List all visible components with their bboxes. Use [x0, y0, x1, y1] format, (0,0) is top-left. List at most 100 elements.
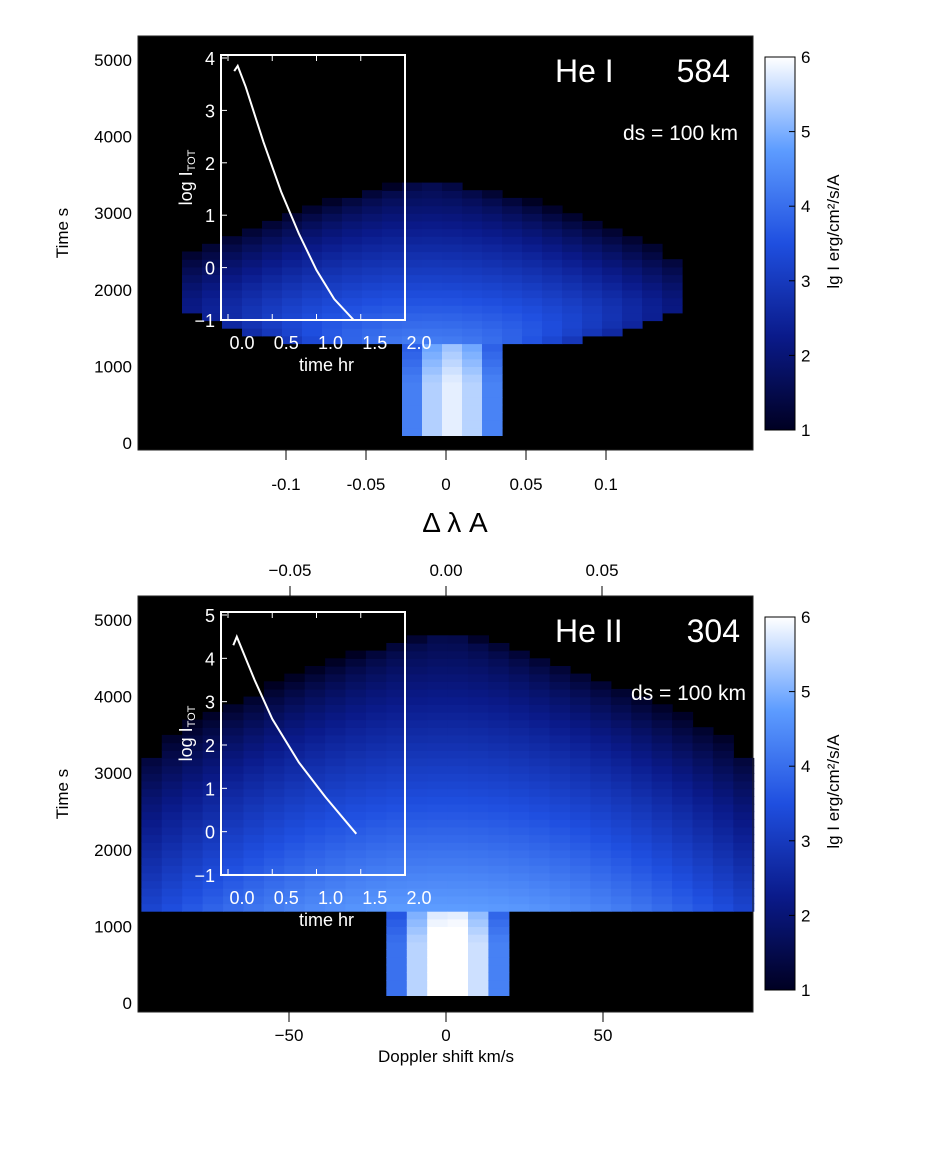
heatmap-cell: [468, 742, 489, 751]
heatmap-cell: [468, 765, 489, 774]
heatmap-cell: [468, 734, 489, 744]
heatmap-cell: [462, 389, 483, 398]
heatmap-cell: [427, 964, 449, 973]
heatmap-cell: [622, 236, 643, 245]
heatmap-cell: [502, 197, 523, 207]
heatmap-cell: [508, 811, 530, 820]
heatmap-cell: [488, 650, 510, 659]
inset-x-tick-label: 1.0: [318, 333, 343, 353]
heatmap-cell: [610, 834, 632, 843]
heatmap-cell: [482, 420, 503, 429]
resolution-annotation: ds = 100 km: [631, 682, 746, 705]
heatmap-cell: [141, 865, 163, 874]
heatmap-cell: [365, 788, 387, 797]
heatmap-cell: [712, 773, 734, 782]
heatmap-cell: [590, 757, 612, 767]
heatmap-cell: [243, 880, 265, 889]
heatmap-cell: [182, 819, 204, 828]
heatmap-cell: [345, 681, 367, 690]
heatmap-cell: [141, 773, 163, 782]
heatmap-cell: [488, 972, 510, 981]
heatmap-cell: [447, 803, 469, 813]
heatmap-cell: [202, 266, 223, 276]
heatmap-cell: [447, 643, 469, 652]
colorbar-tick-label: 4: [801, 757, 810, 776]
heatmap-cell: [462, 328, 483, 337]
heatmap-cell: [427, 704, 449, 713]
heatmap-cell: [442, 289, 463, 299]
heatmap-cell: [549, 681, 571, 690]
heatmap-cell: [304, 895, 326, 905]
heatmap-cell: [672, 888, 694, 897]
heatmap-cell: [202, 251, 223, 260]
heatmap-cell: [442, 328, 463, 337]
heatmap-cell: [651, 711, 673, 721]
heatmap-cell: [284, 719, 306, 728]
heatmap-cell: [522, 335, 543, 345]
heatmap-cell: [582, 312, 603, 322]
heatmap-cell: [712, 734, 734, 744]
heatmap-cell: [733, 842, 755, 851]
heatmap-cell: [202, 834, 224, 843]
heatmap-cell: [529, 757, 551, 767]
heatmap-cell: [222, 305, 243, 314]
heatmap-cell: [243, 788, 265, 797]
heatmap-cell: [582, 220, 603, 230]
heatmap-cell: [488, 811, 510, 820]
heatmap-cell: [468, 727, 489, 736]
heatmap-cell: [362, 305, 383, 314]
heatmap-cell: [345, 880, 367, 889]
heatmap-cell: [447, 796, 469, 805]
heatmap-cell: [342, 197, 363, 207]
heatmap-cell: [482, 358, 503, 367]
heatmap-cell: [692, 857, 714, 866]
heatmap-cell: [427, 742, 449, 751]
heatmap-cell: [365, 826, 387, 836]
heatmap-cell: [602, 297, 623, 306]
heatmap-cell: [488, 980, 510, 989]
heatmap-cell: [549, 842, 571, 851]
heatmap-cell: [508, 673, 530, 682]
heatmap-cell: [427, 857, 449, 866]
heatmap-cell: [447, 987, 469, 996]
heatmap-cell: [447, 734, 469, 744]
heatmap-cell: [325, 888, 347, 897]
heatmap-cell: [488, 842, 510, 851]
y-tick-label: 4000: [94, 688, 132, 707]
heatmap-cell: [322, 213, 343, 222]
heatmap-cell: [651, 842, 673, 851]
heatmap-cell: [462, 366, 483, 375]
heatmap-cell: [712, 811, 734, 820]
heatmap-cell: [427, 788, 449, 797]
heatmap-cell: [365, 842, 387, 851]
heatmap-cell: [243, 842, 265, 851]
heatmap-cell: [462, 205, 483, 214]
heatmap-cell: [382, 320, 403, 329]
heatmap-cell: [202, 895, 224, 905]
heatmap-cell: [406, 658, 428, 667]
heatmap-cell: [692, 788, 714, 797]
heatmap-cell: [322, 335, 343, 345]
heatmap-cell: [427, 895, 449, 905]
heatmap-cell: [462, 220, 483, 230]
heatmap-cell: [462, 420, 483, 429]
heatmap-cell: [243, 719, 265, 728]
colorbar-tick-label: 6: [801, 48, 810, 67]
y-tick-label: 5000: [94, 51, 132, 70]
heatmap-cell: [488, 688, 510, 698]
heatmap-cell: [427, 773, 449, 782]
heatmap-cell: [406, 765, 428, 774]
heatmap-cell: [468, 849, 489, 859]
heatmap-cell: [631, 765, 653, 774]
heatmap-cell: [542, 297, 563, 306]
heatmap-cell: [712, 765, 734, 774]
heatmap-cell: [733, 903, 755, 912]
heatmap-cell: [542, 220, 563, 230]
heatmap-cell: [508, 849, 530, 859]
heatmap-cell: [304, 742, 326, 751]
heatmap-cell: [422, 420, 443, 429]
heatmap-cell: [442, 420, 463, 429]
heatmap-cell: [342, 274, 363, 283]
heatmap-cell: [325, 842, 347, 851]
heatmap-cell: [462, 190, 483, 199]
